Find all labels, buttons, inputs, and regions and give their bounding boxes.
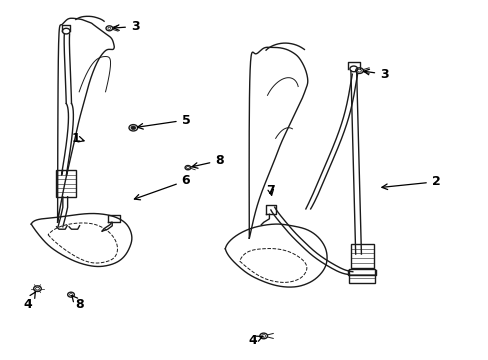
Text: 1: 1	[71, 132, 84, 145]
Text: 3: 3	[113, 20, 139, 33]
Text: 6: 6	[134, 174, 190, 200]
Text: 8: 8	[192, 154, 224, 168]
Circle shape	[131, 126, 136, 130]
Text: 7: 7	[266, 184, 275, 197]
Text: 8: 8	[72, 296, 83, 311]
Text: 3: 3	[363, 68, 388, 81]
Bar	[350, 244, 373, 268]
Text: 5: 5	[137, 113, 190, 129]
Text: 2: 2	[381, 175, 440, 189]
Text: 4: 4	[248, 334, 263, 347]
Bar	[56, 170, 76, 197]
Bar	[348, 269, 375, 283]
Text: 4: 4	[23, 292, 35, 311]
